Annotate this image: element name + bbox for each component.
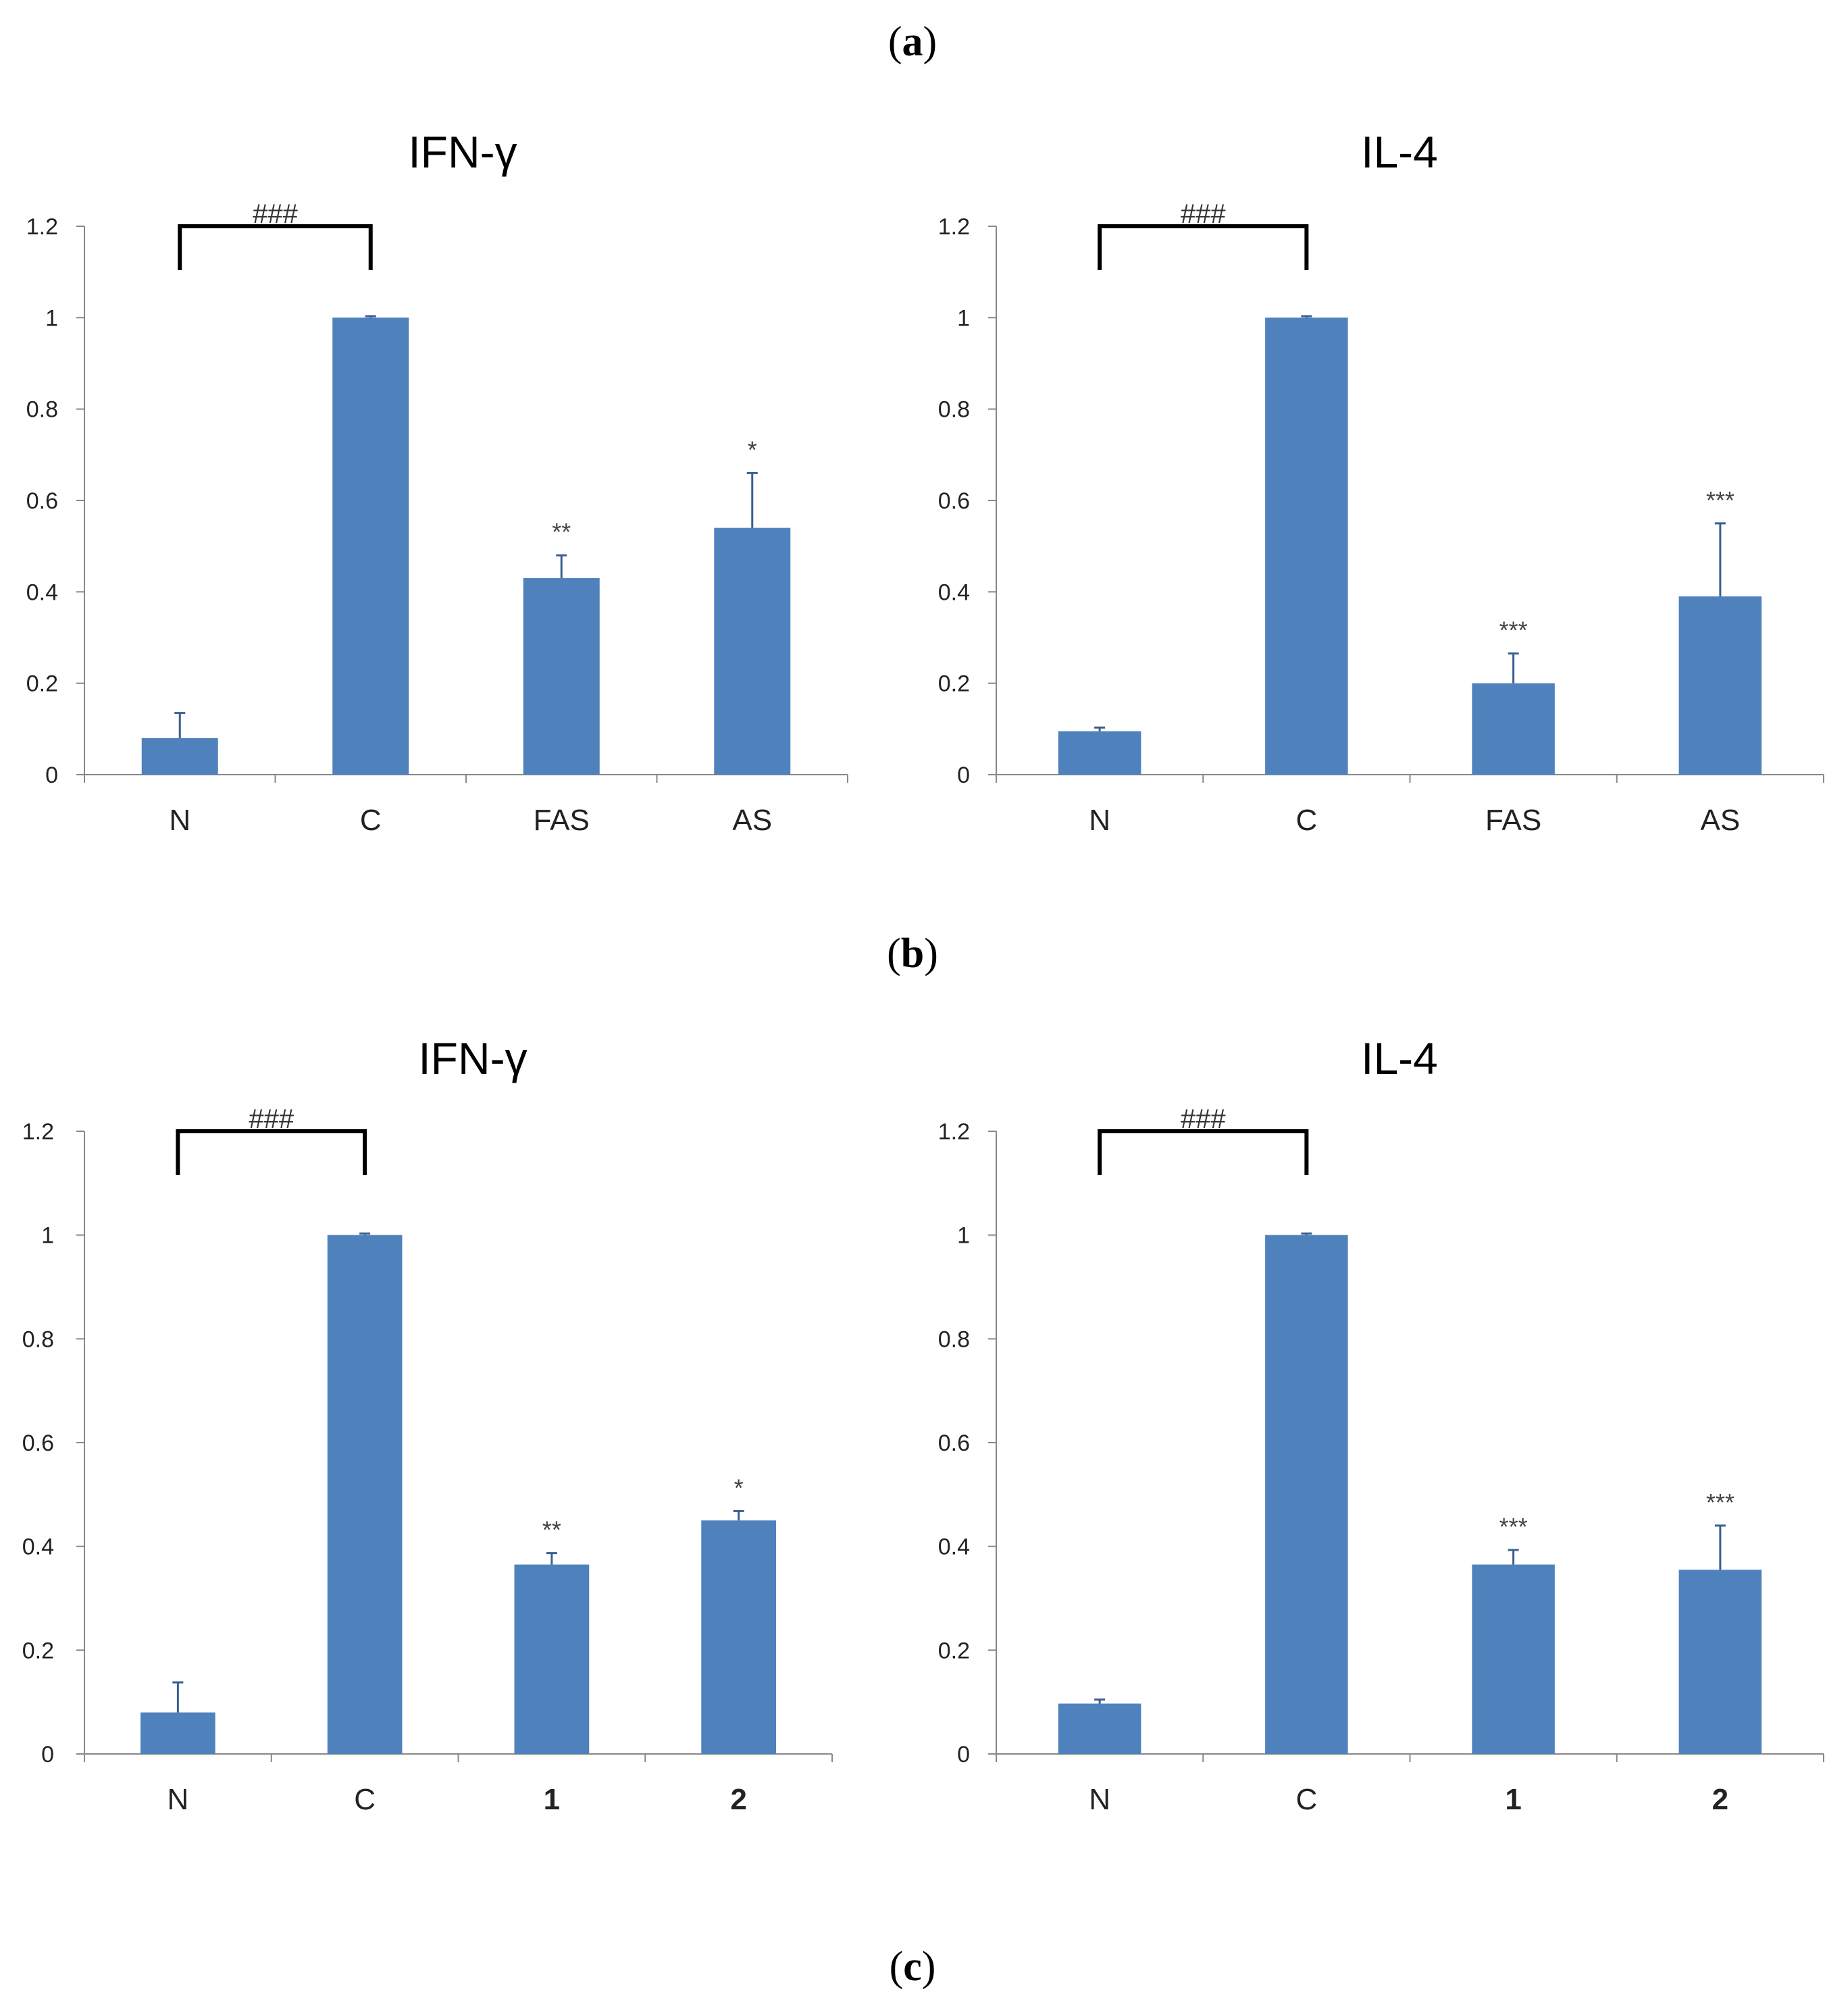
bar xyxy=(1058,731,1141,775)
significance-bracket xyxy=(1098,1129,1309,1175)
chart-title: IFN-γ xyxy=(408,127,517,177)
y-tick-label: 0.2 xyxy=(938,1638,970,1663)
bar xyxy=(1265,1235,1348,1754)
significance-label: *** xyxy=(1706,486,1734,514)
y-tick-label: 0.6 xyxy=(26,488,58,514)
bar xyxy=(701,1520,776,1754)
significance-label: * xyxy=(748,436,757,463)
y-tick-label: 1.2 xyxy=(938,214,970,240)
y-tick-label: 1 xyxy=(45,305,58,331)
bar xyxy=(514,1564,590,1754)
category-label: N xyxy=(1089,804,1110,837)
bar xyxy=(523,578,600,775)
category-label: 1 xyxy=(1505,1783,1521,1816)
y-tick-label: 1.2 xyxy=(22,1119,54,1145)
significance-bracket xyxy=(176,1129,367,1175)
category-label: C xyxy=(1295,1783,1317,1816)
y-tick-label: 1 xyxy=(41,1223,54,1249)
significance-label: *** xyxy=(1499,1513,1528,1541)
category-label: N xyxy=(167,1783,188,1816)
chart-ifn-gamma-a: IFN-γ 0 0.2 0.4 0.6 0.8 1 1.2 N C ** FAS * AS ### xyxy=(26,127,848,837)
significance-label: *** xyxy=(1499,617,1528,644)
category-label: N xyxy=(1089,1783,1110,1816)
panel-label-c: (c) xyxy=(890,1944,936,1990)
panel-label-b: (b) xyxy=(887,931,938,977)
y-tick-label: 0.2 xyxy=(22,1638,54,1663)
bar xyxy=(1472,683,1555,775)
bar xyxy=(1678,596,1762,775)
significance-bracket xyxy=(178,224,373,270)
y-tick-label: 0 xyxy=(45,763,58,788)
category-label: 2 xyxy=(1712,1783,1728,1816)
y-tick-label: 0.4 xyxy=(938,579,970,605)
category-label: AS xyxy=(1701,804,1741,837)
y-tick-label: 0.8 xyxy=(938,397,970,423)
chart-il4-b: IL-4 0 0.2 0.4 0.6 0.8 1 1.2 N C *** 1 *** 2 ### xyxy=(938,1033,1824,1816)
y-tick-label: 0.4 xyxy=(938,1534,970,1560)
y-tick-label: 0 xyxy=(41,1742,54,1767)
y-tick-label: 0.6 xyxy=(22,1430,54,1456)
y-tick-label: 0.8 xyxy=(938,1326,970,1352)
significance-label: * xyxy=(734,1474,744,1501)
category-label: C xyxy=(354,1783,376,1816)
bar xyxy=(141,738,218,775)
panel-label-a: (a) xyxy=(888,19,937,65)
chart-title: IL-4 xyxy=(1361,127,1438,177)
bar xyxy=(1472,1564,1555,1754)
panel-label-c-letter: c xyxy=(903,1944,922,1990)
y-tick-label: 0.2 xyxy=(938,671,970,697)
bracket-label: ### xyxy=(1181,199,1226,229)
y-tick-label: 0.4 xyxy=(22,1534,54,1560)
y-tick-label: 1.2 xyxy=(938,1119,970,1145)
chart-title: IL-4 xyxy=(1361,1033,1438,1083)
bar xyxy=(1265,317,1348,775)
y-tick-label: 1 xyxy=(957,1223,970,1249)
y-tick-label: 0.4 xyxy=(26,579,58,605)
y-tick-label: 0.8 xyxy=(22,1326,54,1352)
bracket-label: ### xyxy=(1181,1104,1226,1134)
significance-label: ** xyxy=(542,1516,561,1544)
category-label: AS xyxy=(732,804,772,837)
category-label: FAS xyxy=(1485,804,1541,837)
significance-label: *** xyxy=(1706,1489,1734,1516)
significance-bracket xyxy=(1098,224,1309,270)
y-tick-label: 1 xyxy=(957,305,970,331)
category-label: 1 xyxy=(544,1783,560,1816)
bracket-label: ### xyxy=(253,199,298,229)
y-tick-label: 0.8 xyxy=(26,397,58,423)
category-label: C xyxy=(360,804,382,837)
bar xyxy=(1058,1703,1141,1754)
bar xyxy=(1678,1570,1762,1754)
y-tick-label: 0.2 xyxy=(26,671,58,697)
panel-label-a-letter: a xyxy=(902,19,923,65)
chart-il4-a: IL-4 0 0.2 0.4 0.6 0.8 1 1.2 N C *** FAS *** AS ### xyxy=(938,127,1824,837)
bar xyxy=(140,1712,215,1754)
category-label: C xyxy=(1295,804,1317,837)
bar xyxy=(714,527,791,775)
y-tick-label: 1.2 xyxy=(26,214,58,240)
bar xyxy=(332,317,409,775)
chart-title: IFN-γ xyxy=(418,1033,527,1083)
y-tick-label: 0.6 xyxy=(938,1430,970,1456)
category-label: FAS xyxy=(534,804,590,837)
y-tick-label: 0 xyxy=(957,763,970,788)
panel-label-b-letter: b xyxy=(901,931,924,977)
significance-label: ** xyxy=(552,518,571,546)
y-tick-label: 0 xyxy=(957,1742,970,1767)
y-tick-label: 0.6 xyxy=(938,488,970,514)
bar xyxy=(327,1235,403,1754)
category-label: N xyxy=(169,804,190,837)
chart-ifn-gamma-b: IFN-γ 0 0.2 0.4 0.6 0.8 1 1.2 N C ** 1 * 2 ### xyxy=(22,1033,833,1816)
bracket-label: ### xyxy=(249,1104,294,1134)
category-label: 2 xyxy=(730,1783,746,1816)
